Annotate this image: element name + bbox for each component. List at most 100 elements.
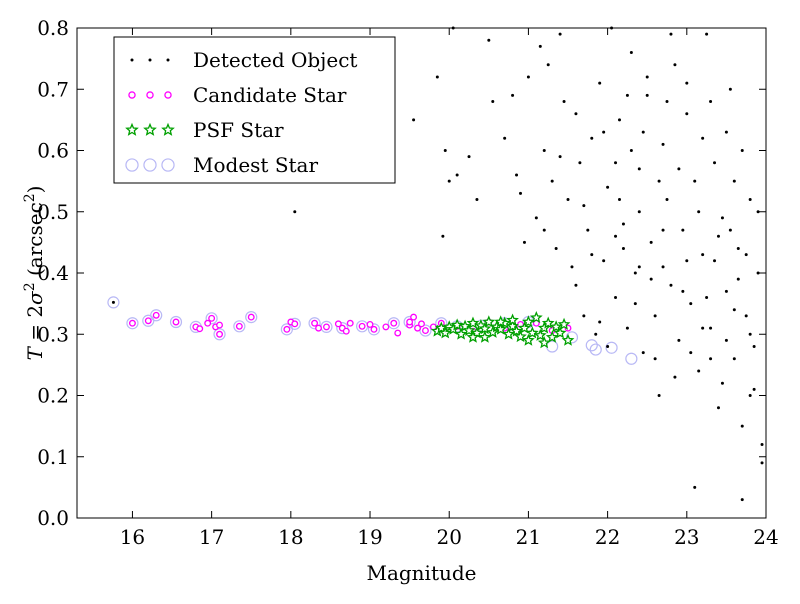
data-point [503, 136, 507, 140]
data-point [716, 406, 720, 410]
data-point [549, 320, 563, 333]
data-point [454, 327, 468, 340]
data-point [410, 313, 418, 321]
y-axis-label: T = 2σ2 (arcsec2) [22, 185, 47, 360]
data-point [542, 228, 546, 232]
legend-marker [146, 91, 154, 99]
data-point [633, 302, 637, 306]
legend-marker [148, 58, 152, 62]
y-label-prefix: T [23, 346, 47, 361]
x-tick-label: 17 [199, 525, 224, 549]
data-point [649, 277, 653, 281]
data-point [533, 328, 547, 341]
y-label-unit-sup: 2 [22, 193, 38, 202]
data-point [466, 330, 480, 343]
data-point [685, 112, 689, 116]
x-tick-label: 23 [674, 525, 699, 549]
data-point [614, 296, 618, 299]
data-point [673, 63, 677, 67]
legend-marker [161, 122, 175, 136]
data-point [621, 247, 625, 250]
data-point [614, 161, 618, 165]
y-tick-label: 0.6 [37, 139, 69, 163]
data-point [606, 185, 610, 189]
data-point [558, 155, 562, 159]
data-point [760, 461, 764, 465]
data-point [713, 161, 717, 165]
data-point [283, 325, 291, 333]
y-tick-label: 0.7 [37, 77, 69, 101]
data-point [342, 327, 350, 335]
data-point [724, 130, 728, 134]
data-point [196, 325, 204, 333]
x-tick-label: 22 [595, 525, 620, 549]
data-point [697, 210, 701, 214]
legend-label: Modest Star [193, 153, 318, 177]
data-point [653, 357, 657, 361]
data-point [204, 319, 212, 327]
legend-marker [125, 158, 139, 172]
data-point [689, 302, 693, 306]
y-tick-label: 0.3 [37, 322, 69, 346]
data-point [693, 485, 697, 489]
data-point [756, 210, 760, 214]
data-point [713, 259, 717, 263]
data-point [562, 100, 566, 103]
y-label-unit-close: ) [23, 185, 47, 193]
legend-entries: Detected Object Candidate Star PSF Star Mod… [125, 48, 357, 177]
data-point [594, 332, 598, 336]
data-point [598, 320, 602, 324]
data-point [748, 394, 752, 397]
y-label-mid: = 2 [23, 305, 47, 347]
data-point [701, 136, 705, 140]
data-point [673, 375, 677, 379]
data-point [605, 341, 618, 354]
legend-entry: PSF Star [125, 118, 284, 142]
data-point [669, 32, 673, 36]
data-point [293, 210, 297, 214]
data-point [311, 319, 319, 327]
legend-label: Candidate Star [193, 83, 347, 107]
data-point [701, 326, 705, 330]
y-tick-label: 0.8 [37, 16, 69, 40]
data-point [494, 322, 508, 335]
data-point [570, 265, 574, 269]
data-point [291, 320, 299, 328]
data-point [466, 316, 480, 329]
data-point [720, 216, 724, 220]
data-point [657, 179, 661, 183]
data-point [661, 142, 665, 146]
data-point [455, 173, 459, 177]
y-tick-label: 0.2 [37, 384, 69, 408]
data-point [412, 118, 416, 122]
y-label-unit-open: (arcsec [23, 202, 47, 282]
data-point [574, 112, 578, 116]
data-point [152, 311, 160, 319]
data-point [629, 51, 633, 54]
data-point [208, 314, 216, 322]
data-point [661, 265, 665, 269]
data-point [661, 228, 665, 232]
legend: Detected Object Candidate Star PSF Star Mod… [113, 36, 396, 184]
data-point [590, 253, 594, 257]
series-psf-star [430, 311, 575, 349]
data-point [709, 326, 713, 330]
data-point [247, 313, 255, 321]
legend-marker [128, 91, 136, 99]
data-point [546, 63, 550, 67]
data-point [732, 179, 736, 183]
data-point [641, 351, 645, 355]
data-point [414, 324, 421, 332]
data-point [522, 315, 535, 328]
data-point [705, 32, 709, 36]
data-point [669, 283, 673, 287]
data-point [701, 253, 705, 257]
data-point [744, 253, 748, 257]
data-point [394, 329, 402, 337]
data-point [506, 313, 519, 326]
data-point [482, 315, 496, 328]
data-point [323, 323, 330, 331]
data-point [752, 345, 756, 348]
